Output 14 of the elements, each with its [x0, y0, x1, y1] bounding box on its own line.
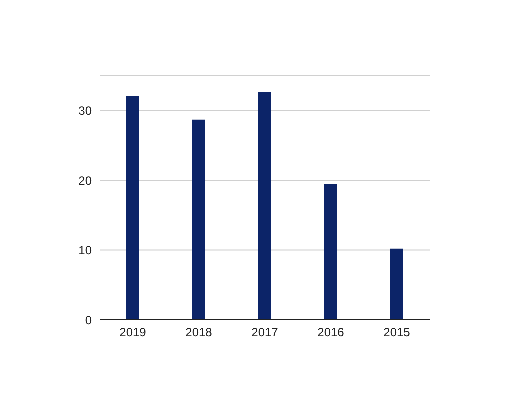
- y-tick-label: 30: [78, 104, 92, 118]
- x-tick-label: 2015: [384, 326, 411, 340]
- x-tick-label: 2019: [120, 326, 147, 340]
- bar: [258, 92, 272, 320]
- bar: [324, 184, 338, 320]
- bar: [390, 248, 404, 320]
- bar: [126, 96, 140, 320]
- x-tick-label: 2018: [186, 326, 213, 340]
- y-tick-label: 20: [78, 174, 92, 188]
- y-tick-label: 0: [85, 313, 92, 328]
- y-tick-label: 10: [78, 244, 92, 258]
- x-tick-label: 2016: [318, 326, 345, 340]
- bar: [192, 120, 206, 320]
- x-tick-label: 2017: [252, 326, 279, 340]
